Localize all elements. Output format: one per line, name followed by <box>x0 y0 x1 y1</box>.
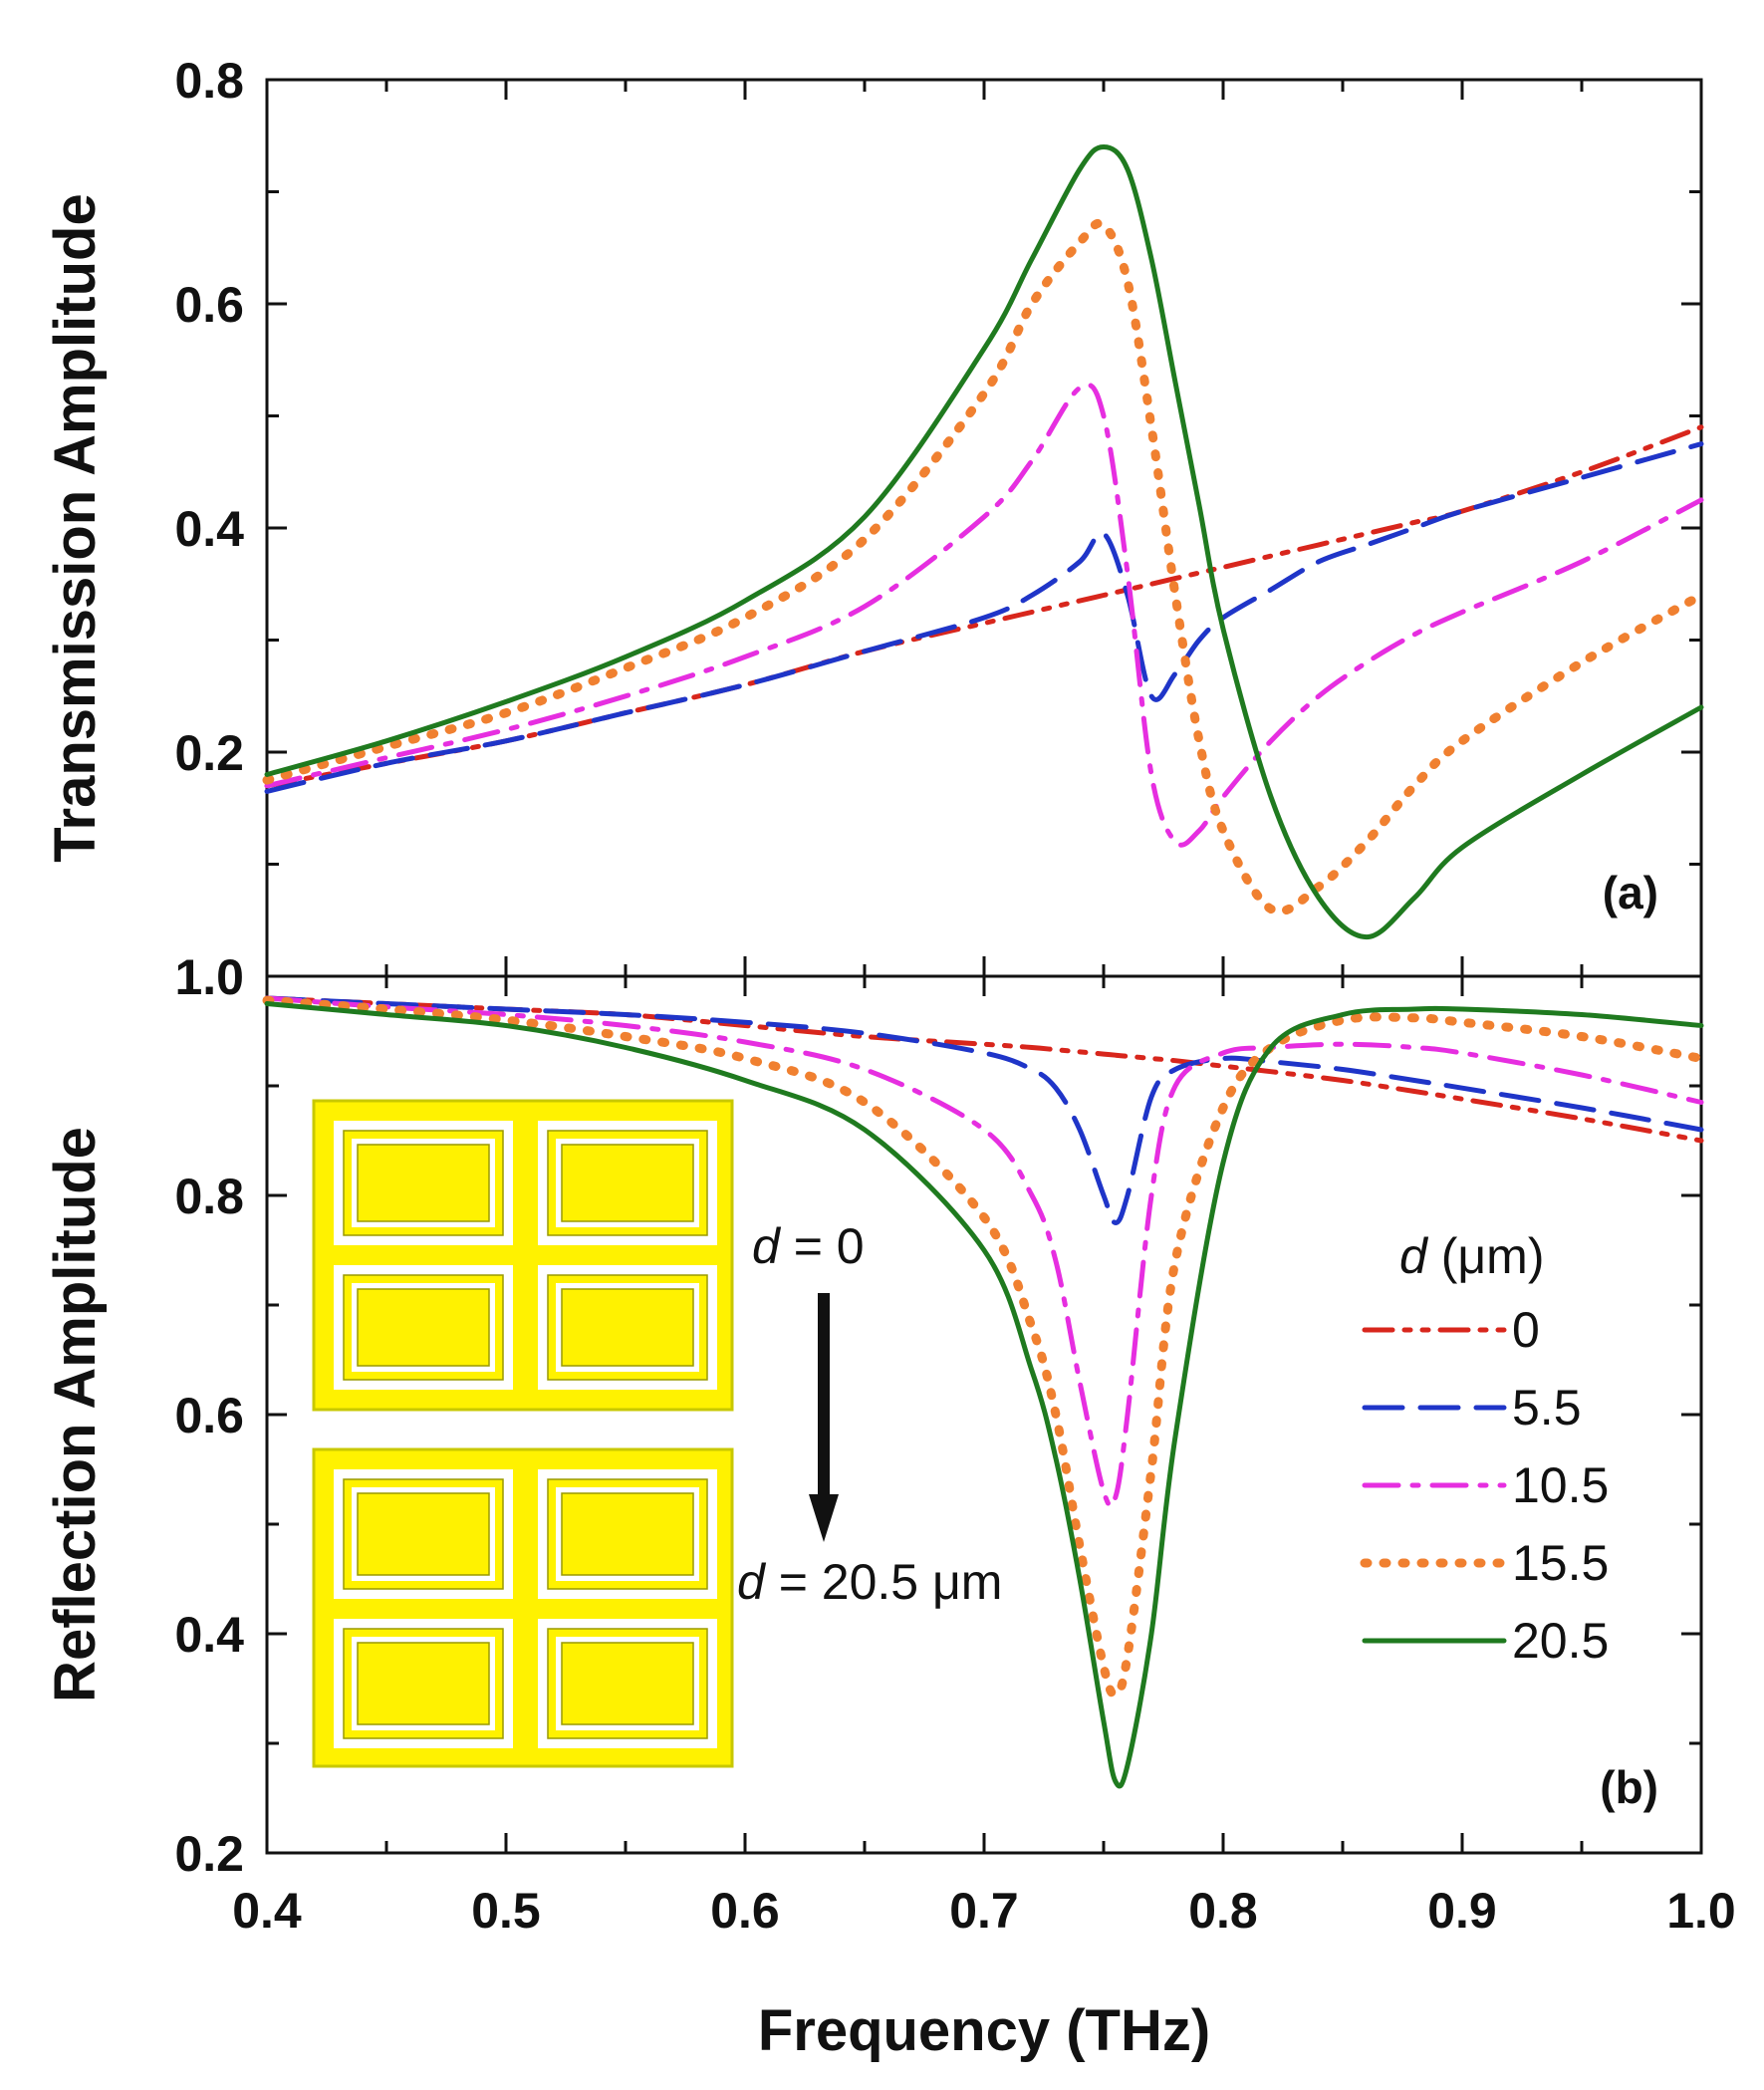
legend-entries: 0 5.5 10.5 15.5 20.5 <box>1360 1302 1609 1669</box>
panel-a-frame <box>265 78 1703 978</box>
x-tick-label: 0.9 <box>1427 1883 1497 1939</box>
y-tick-label: 0.4 <box>174 1607 244 1663</box>
y-tick-label: 1.0 <box>174 949 244 1005</box>
inset-diagram <box>312 1099 734 1768</box>
legend-label: 10.5 <box>1512 1457 1609 1513</box>
x-tick-label: 0.4 <box>232 1883 302 1939</box>
x-tick-label: 0.6 <box>710 1883 780 1939</box>
ring-patch <box>357 1642 490 1725</box>
y-tick-label: 0.2 <box>174 1826 244 1882</box>
ring-patch <box>561 1642 694 1725</box>
panel-b: 0.20.40.60.81.0 0.4 0.5 0.6 0.7 0.8 0.9 1.0 d … <box>43 949 1736 2063</box>
ring-patch <box>561 1288 694 1367</box>
annotation-d-max: d = 20.5 μm <box>737 1554 1002 1610</box>
annotation-d-zero: d = 0 <box>752 1218 865 1274</box>
panel-a-tag: (a) <box>1603 867 1658 918</box>
ring-patch <box>357 1288 490 1367</box>
series-line-a-20_5 <box>264 143 1704 940</box>
y-tick-label: 0.6 <box>174 277 244 333</box>
ring-patch <box>561 1492 694 1576</box>
series-line-a-10_5 <box>264 382 1704 848</box>
panel-b-y-tick-labels: 0.2 0.4 0.6 0.8 1.0 <box>174 949 244 1882</box>
series-line-b-15_5 <box>262 995 1706 1699</box>
series-line-a-5_5 <box>264 441 1704 794</box>
ring-patch <box>357 1492 490 1576</box>
x-axis-title: Frequency (THz) <box>758 1998 1210 2063</box>
series-line-b-20_5 <box>264 1001 1704 1789</box>
panel-b-y-axis-title: Reflection Amplitude <box>43 1127 108 1702</box>
series-line-b-5_5 <box>264 995 1704 1226</box>
x-tick-label: 0.7 <box>949 1883 1019 1939</box>
y-tick-label: 0.4 <box>174 501 244 557</box>
annotation-arrow-head <box>809 1494 839 1542</box>
y-tick-label: 0.6 <box>174 1388 244 1443</box>
inset-top-resonators <box>334 1121 717 1390</box>
panel-b-ticks <box>265 974 1703 1855</box>
panel-a: 0.2 0.4 0.6 0.8 (a) Transmission Amplitude <box>43 53 1706 978</box>
legend-label: 0 <box>1512 1302 1540 1358</box>
x-tick-label: 1.0 <box>1666 1883 1736 1939</box>
series-line-a-15_5 <box>262 218 1706 916</box>
inset-bottom-resonators <box>334 1469 717 1748</box>
legend-label: 5.5 <box>1512 1380 1582 1436</box>
ring-patch <box>561 1144 694 1222</box>
panel-a-ticks <box>265 78 1703 978</box>
panel-a-y-axis-title: Transmission Amplitude <box>43 193 108 862</box>
panel-a-y-tick-labels: 0.2 0.4 0.6 0.8 <box>174 53 244 781</box>
legend-label: 20.5 <box>1512 1613 1609 1669</box>
series-line-a-0 <box>264 424 1704 789</box>
x-tick-label: 0.8 <box>1188 1883 1258 1939</box>
legend-title: d (μm) <box>1399 1228 1544 1284</box>
panel-b-series <box>262 995 1706 1789</box>
panel-b-x-tick-labels: 0.4 0.5 0.6 0.7 0.8 0.9 1.0 <box>232 1883 1736 1939</box>
x-tick-label: 0.5 <box>471 1883 541 1939</box>
legend-label: 15.5 <box>1512 1535 1609 1591</box>
ring-patch <box>357 1144 490 1222</box>
series-line-b-10_5 <box>264 995 1704 1509</box>
y-tick-label: 0.8 <box>174 1169 244 1224</box>
panel-a-series <box>262 143 1706 940</box>
legend: d (μm) 0 5.5 10.5 15.5 20.5 <box>1360 1228 1609 1669</box>
y-tick-label: 0.2 <box>174 725 244 781</box>
y-tick-label: 0.8 <box>174 53 244 109</box>
panel-b-tag: (b) <box>1600 1761 1658 1813</box>
